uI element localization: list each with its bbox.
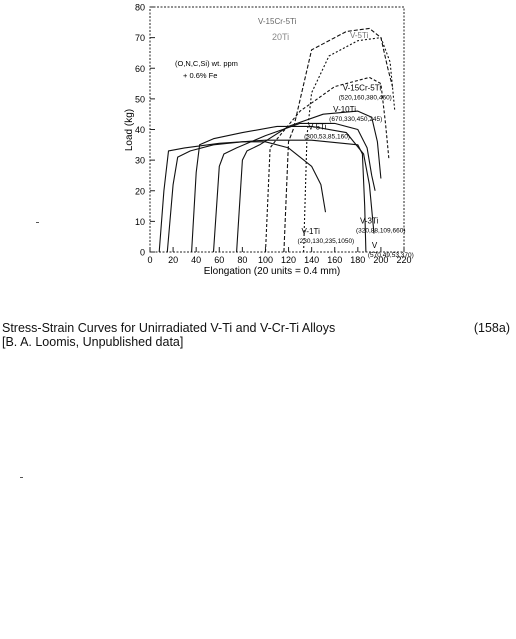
y-tick-label: 40 (135, 125, 145, 135)
y-tick-label: 70 (135, 33, 145, 43)
x-tick-label: 140 (304, 255, 319, 265)
y-tick-label: 0 (140, 248, 145, 258)
x-tick-label: 40 (191, 255, 201, 265)
series-line-v (158, 139, 367, 253)
series-name-label: V-15Cr-5Ti (343, 84, 382, 93)
x-tick-label: 20 (168, 255, 178, 265)
figure-caption: Stress-Strain Curves for Unirradiated V-… (2, 321, 335, 349)
x-tick-label: 180 (350, 255, 365, 265)
composition-note-line2: + 0.6% Fe (183, 71, 217, 80)
x-tick-label: 0 (147, 255, 152, 265)
x-tick-label: 60 (214, 255, 224, 265)
x-tick-label: 100 (258, 255, 273, 265)
top-annotation-v15cr5ti: V-15Cr-5Ti (258, 17, 297, 26)
series-line-v-3ti (191, 125, 375, 253)
y-tick-label: 80 (135, 3, 145, 13)
composition-note-line1: (O,N,C,Si) wt. ppm (175, 59, 238, 68)
series-line-v-5ti (212, 122, 376, 253)
series-line-v-1ti (166, 141, 327, 253)
x-axis: 0 20 40 60 80 100 120 140 160 180 200 220 (147, 247, 412, 265)
x-axis-title: Elongation (20 units = 0.4 mm) (204, 266, 340, 277)
top-annotation-v5ti: V-5Ti (350, 31, 369, 40)
series-composition-label: (570,49,53,370) (368, 252, 414, 259)
scan-speck (20, 477, 23, 478)
series-name-label: V (372, 241, 378, 250)
plot-frame (149, 6, 405, 253)
y-tick-label: 20 (135, 186, 145, 196)
series-composition-label: (670,330,450,245) (329, 116, 382, 123)
x-tick-label: 220 (396, 255, 411, 265)
series-composition-label: (300,53,85,160) (304, 133, 350, 140)
top-annotation-20ti: 20Ti (272, 32, 289, 42)
caption-source: [B. A. Loomis, Unpublished data] (2, 335, 184, 349)
plot-border (149, 6, 405, 253)
series-labels: V (570,49,53,370) V-1Ti (230,130,235,1050) V… (297, 84, 413, 259)
x-tick-label: 160 (327, 255, 342, 265)
series-name-label: V-10Ti (333, 105, 356, 114)
x-tick-label: 200 (373, 255, 388, 265)
y-axis: 0 10 20 30 40 50 60 70 80 (135, 3, 155, 258)
caption-title: Stress-Strain Curves for Unirradiated V-… (2, 321, 336, 335)
y-tick-label: 10 (135, 217, 145, 227)
x-tick-label: 120 (281, 255, 296, 265)
y-axis-title: Load (kg) (124, 109, 135, 151)
series-name-label: V-5Ti (308, 122, 327, 131)
series-composition-label: (230,130,235,1050) (297, 238, 354, 245)
y-tick-label: 60 (135, 64, 145, 74)
series-name-label: V-1Ti (301, 227, 320, 236)
y-tick-label: 50 (135, 94, 145, 104)
series-line-v-15cr-5ti (264, 76, 390, 253)
series-line-v-10ti (236, 110, 382, 253)
curves (158, 27, 396, 253)
series-line-v-20ti (303, 37, 396, 253)
scan-speck (36, 222, 39, 223)
figure-number: (158a) (473, 321, 510, 335)
series-composition-label: (320,88,109,660) (356, 228, 406, 235)
stress-strain-chart: 0 10 20 30 40 50 60 70 80 0 20 40 60 80 100 120 140 160 1… (124, 3, 414, 278)
series-line-v-15cr-5ti-upper- (283, 27, 394, 253)
series-composition-label: (520,160,380,460) (339, 95, 392, 102)
series-name-label: V-3Ti (360, 217, 379, 226)
y-tick-label: 30 (135, 156, 145, 166)
x-tick-label: 80 (237, 255, 247, 265)
